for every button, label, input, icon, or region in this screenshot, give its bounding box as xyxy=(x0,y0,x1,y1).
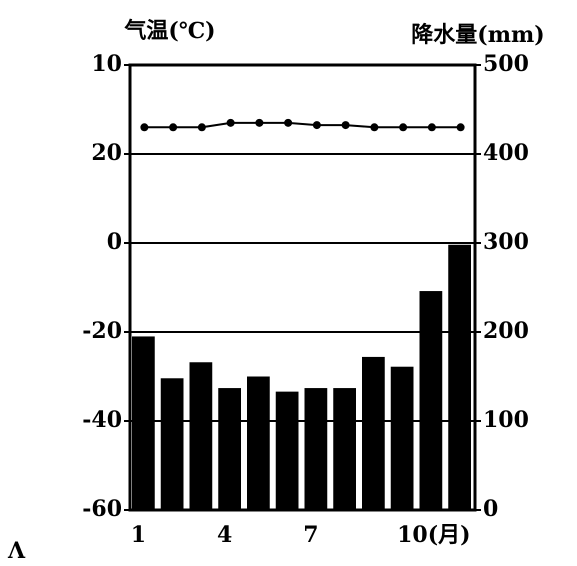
bar xyxy=(419,291,443,510)
y2-axis-label: 降水量(mm) xyxy=(411,22,544,48)
temperature-point xyxy=(456,123,465,132)
temperature-point xyxy=(140,123,149,132)
y-tick-label: -40 xyxy=(82,407,122,433)
bar xyxy=(247,376,270,510)
bar xyxy=(304,388,328,510)
bar xyxy=(218,388,241,510)
y2-tick-label: 300 xyxy=(483,229,529,255)
corner-mark: Λ xyxy=(7,538,26,564)
temperature-point xyxy=(226,118,235,127)
temperature-point xyxy=(312,121,321,130)
temperature-point xyxy=(255,118,264,127)
x-tick-label: 4 xyxy=(217,522,232,548)
temperature-point xyxy=(341,121,350,130)
bar xyxy=(160,378,184,510)
x-tick-label: 10(月) xyxy=(397,522,470,548)
y-tick-label: 10 xyxy=(91,51,122,77)
bar xyxy=(448,244,471,510)
y-tick-label: -20 xyxy=(82,318,122,344)
temperature-point xyxy=(399,123,408,132)
bar xyxy=(132,336,155,510)
y-tick-label: 20 xyxy=(91,140,122,166)
y2-tick-label: 400 xyxy=(483,140,529,166)
bar xyxy=(275,391,299,510)
y-tick-label: 0 xyxy=(107,229,122,255)
y2-tick-label: 100 xyxy=(483,407,529,433)
y-axis-label: 气温(℃) xyxy=(123,18,215,44)
y2-tick-label: 200 xyxy=(483,318,529,344)
temperature-point xyxy=(427,123,436,132)
y2-tick-label: 0 xyxy=(483,496,498,522)
temperature-point xyxy=(370,123,379,132)
temperature-point xyxy=(197,123,206,132)
plot-frame xyxy=(128,63,477,512)
y2-tick-label: 500 xyxy=(483,51,529,77)
y-tick-label: -60 xyxy=(82,496,122,522)
bar xyxy=(362,356,385,510)
bar xyxy=(333,388,356,510)
temperature-point xyxy=(169,123,178,132)
bar xyxy=(189,362,213,510)
temperature-point xyxy=(284,118,293,127)
bar xyxy=(390,366,414,510)
x-tick-label: 1 xyxy=(131,522,146,548)
x-tick-label: 7 xyxy=(303,522,318,548)
temperature-line xyxy=(144,121,461,129)
